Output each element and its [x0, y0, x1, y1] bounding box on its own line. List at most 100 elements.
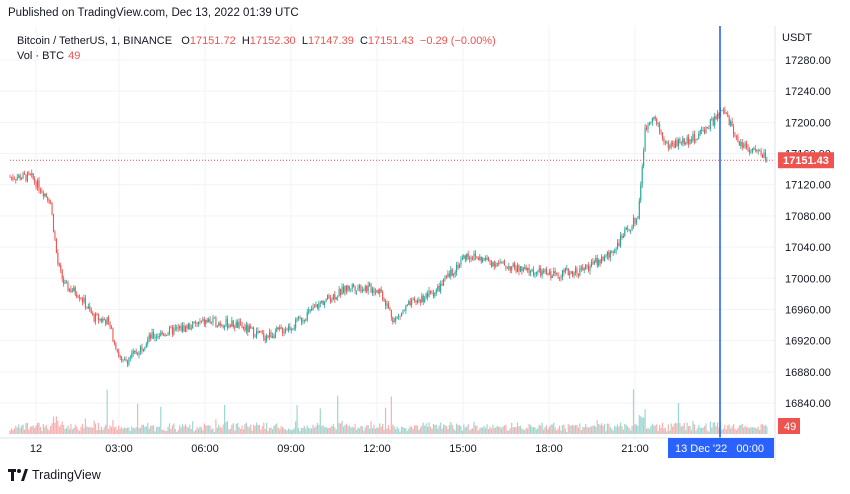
volume-bar	[695, 430, 697, 434]
volume-bar	[134, 428, 136, 434]
candle-body	[299, 317, 301, 318]
volume-bar	[412, 428, 414, 434]
volume-bar	[701, 427, 703, 434]
candle-body	[183, 325, 185, 332]
volume-bar	[382, 423, 384, 434]
volume-bar	[746, 427, 748, 434]
volume-bar	[427, 426, 429, 434]
volume-bar	[419, 427, 421, 434]
candle-body	[113, 341, 115, 344]
volume-bar	[135, 427, 137, 434]
volume-bar	[19, 427, 21, 434]
candle-body	[563, 270, 565, 273]
volume-bar	[253, 424, 255, 434]
volume-bar	[451, 424, 453, 434]
candle-body	[119, 356, 121, 358]
volume-bar	[580, 429, 582, 434]
volume-bar	[229, 428, 231, 434]
candle-body	[171, 327, 173, 335]
candle-body	[415, 300, 417, 303]
candle-body	[456, 264, 458, 272]
volume-bar	[181, 424, 184, 434]
candle-body	[18, 175, 20, 178]
chart-area[interactable]: 17280.0017240.0017200.0017160.0017120.00…	[0, 26, 850, 462]
volume-bar	[50, 425, 52, 434]
volume-bar	[132, 427, 134, 434]
volume-bar	[247, 426, 249, 434]
volume-bar	[593, 425, 595, 434]
volume-bar	[228, 429, 230, 434]
volume-bar	[297, 427, 300, 434]
volume-bar	[635, 424, 637, 434]
candle-body	[312, 306, 314, 311]
candle-body	[640, 184, 642, 201]
volume-bar	[370, 421, 372, 434]
candle-body	[332, 294, 334, 300]
volume-bar	[112, 419, 114, 434]
volume-bar	[757, 426, 759, 434]
candle-body	[39, 189, 41, 192]
volume-bar	[289, 429, 291, 434]
candle-body	[257, 331, 259, 333]
candle-body	[509, 266, 511, 271]
volume-bar	[702, 427, 704, 434]
candle-body	[698, 133, 700, 139]
candle-body	[367, 285, 369, 292]
volume-bar	[574, 424, 577, 434]
volume-bar	[213, 431, 216, 434]
volume-bar	[564, 428, 566, 434]
candle-body	[414, 298, 416, 301]
volume-bar	[71, 429, 73, 434]
candle-body	[289, 326, 291, 330]
volume-bar	[411, 426, 413, 434]
volume-bar	[287, 428, 289, 434]
candle-body	[435, 289, 437, 293]
volume-bar	[318, 424, 320, 434]
volume-bar	[373, 424, 375, 434]
candle-body	[37, 180, 39, 188]
open-value: 17151.72	[189, 35, 236, 47]
candle-body	[71, 291, 73, 293]
volume-bar	[499, 426, 501, 434]
candle-body	[383, 299, 385, 302]
volume-bar	[232, 423, 234, 434]
candle-body	[15, 179, 17, 181]
candle-body	[717, 113, 719, 120]
candle-body	[763, 152, 765, 158]
candle-body	[730, 121, 732, 126]
volume-bar	[89, 427, 91, 434]
candle-body	[21, 178, 23, 180]
candle-body	[531, 269, 533, 272]
volume-bar	[483, 426, 485, 434]
volume-bar	[221, 428, 223, 434]
volume-bar	[457, 424, 459, 434]
volume-bar	[587, 427, 590, 434]
time-tick-label: 03:00	[105, 443, 133, 455]
candle-body	[467, 253, 469, 258]
volume-bar	[128, 427, 130, 434]
candle-body	[77, 296, 79, 298]
volume-bar	[688, 425, 690, 434]
price-chart[interactable]: 17280.0017240.0017200.0017160.0017120.00…	[0, 26, 850, 462]
candle-body	[179, 326, 181, 328]
candle-body	[216, 326, 218, 328]
candle-body	[551, 275, 553, 278]
candle-body	[535, 272, 537, 274]
volume-bar	[174, 429, 176, 434]
volume-bar	[641, 417, 643, 434]
candle-body	[615, 248, 617, 252]
volume-bar	[644, 409, 646, 434]
symbol-name: Bitcoin / TetherUS, 1, BINANCE	[17, 35, 173, 47]
volume-bar	[659, 424, 661, 434]
volume-bar	[238, 427, 240, 434]
candle-body	[416, 300, 418, 303]
candle-body	[240, 321, 242, 323]
candle-body	[598, 260, 600, 266]
candle-body	[516, 265, 519, 273]
candle-body	[443, 278, 445, 286]
price-tick-label: 17080.00	[785, 211, 831, 223]
candle-body	[664, 142, 666, 144]
candle-body	[393, 320, 395, 323]
volume-bar	[532, 427, 535, 434]
candle-body	[144, 347, 146, 350]
